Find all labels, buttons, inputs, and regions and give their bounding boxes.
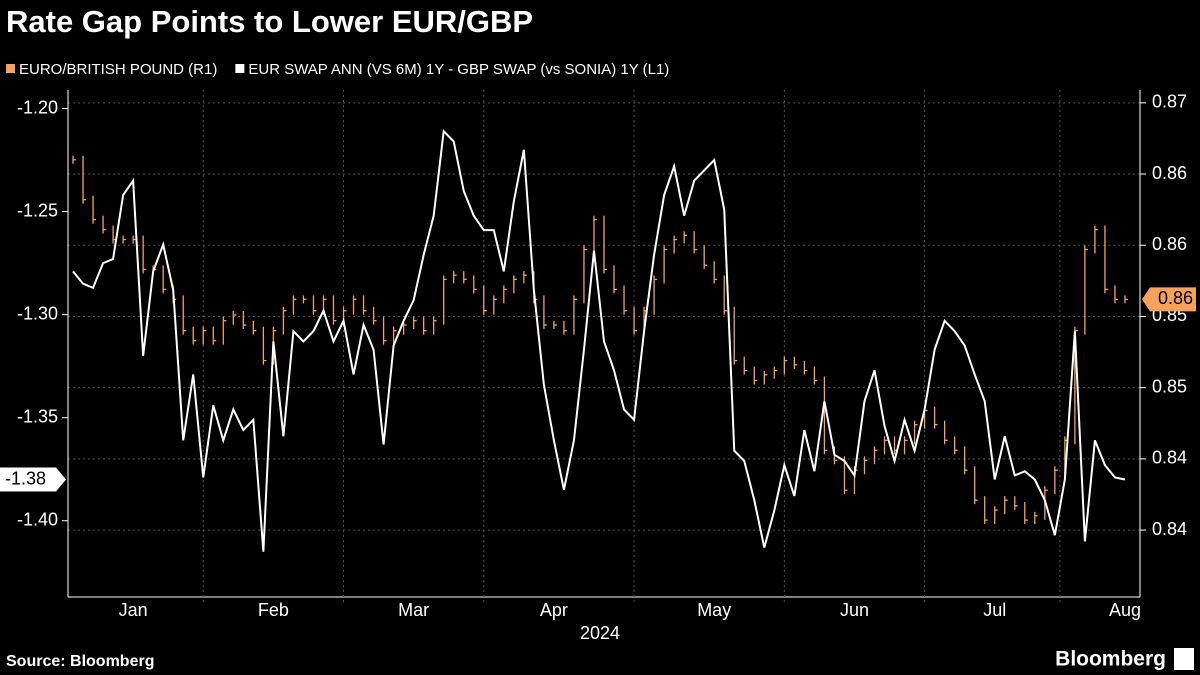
brand: Bloomberg bbox=[1055, 648, 1166, 671]
x-tick-label: Jan bbox=[119, 600, 148, 620]
x-tick-label: Jul bbox=[983, 600, 1006, 620]
x-axis-label: 2024 bbox=[580, 623, 620, 643]
series-line bbox=[72, 129, 1126, 552]
y-tick-label: -1.25 bbox=[17, 200, 58, 220]
x-tick-label: Apr bbox=[540, 600, 568, 620]
last-value-tag bbox=[1142, 287, 1196, 312]
legend-swatch bbox=[235, 64, 245, 73]
x-tick-label: May bbox=[697, 600, 731, 620]
x-tick-label: Aug bbox=[1109, 600, 1141, 620]
chart-title: Rate Gap Points to Lower EUR/GBP bbox=[6, 4, 533, 39]
y-tick-label: -1.40 bbox=[17, 509, 58, 529]
y2-tick-label: 0.85 bbox=[1152, 376, 1187, 396]
last-value-label: -1.38 bbox=[5, 468, 46, 488]
y-tick-label: -1.30 bbox=[17, 303, 58, 323]
y2-tick-label: 0.87 bbox=[1152, 92, 1187, 112]
legend-label: EUR SWAP ANN (VS 6M) 1Y - GBP SWAP (vs S… bbox=[248, 61, 669, 78]
source: Source: Bloomberg bbox=[6, 653, 154, 670]
y-tick-label: -1.20 bbox=[17, 97, 58, 117]
brand-icon bbox=[1174, 648, 1194, 670]
y-tick-label: -1.35 bbox=[17, 406, 58, 426]
x-tick-label: Mar bbox=[398, 600, 429, 620]
y2-tick-label: 0.84 bbox=[1152, 448, 1187, 468]
legend-swatch bbox=[6, 64, 15, 73]
last-value-label: 0.86 bbox=[1158, 288, 1193, 308]
y2-tick-label: 0.86 bbox=[1152, 163, 1187, 183]
x-tick-label: Feb bbox=[258, 600, 289, 620]
x-tick-label: Jun bbox=[840, 600, 869, 620]
y2-tick-label: 0.86 bbox=[1152, 234, 1187, 254]
legend-label: EURO/BRITISH POUND (R1) bbox=[19, 61, 217, 78]
y2-tick-label: 0.84 bbox=[1152, 519, 1187, 539]
last-value-tag bbox=[0, 467, 66, 492]
